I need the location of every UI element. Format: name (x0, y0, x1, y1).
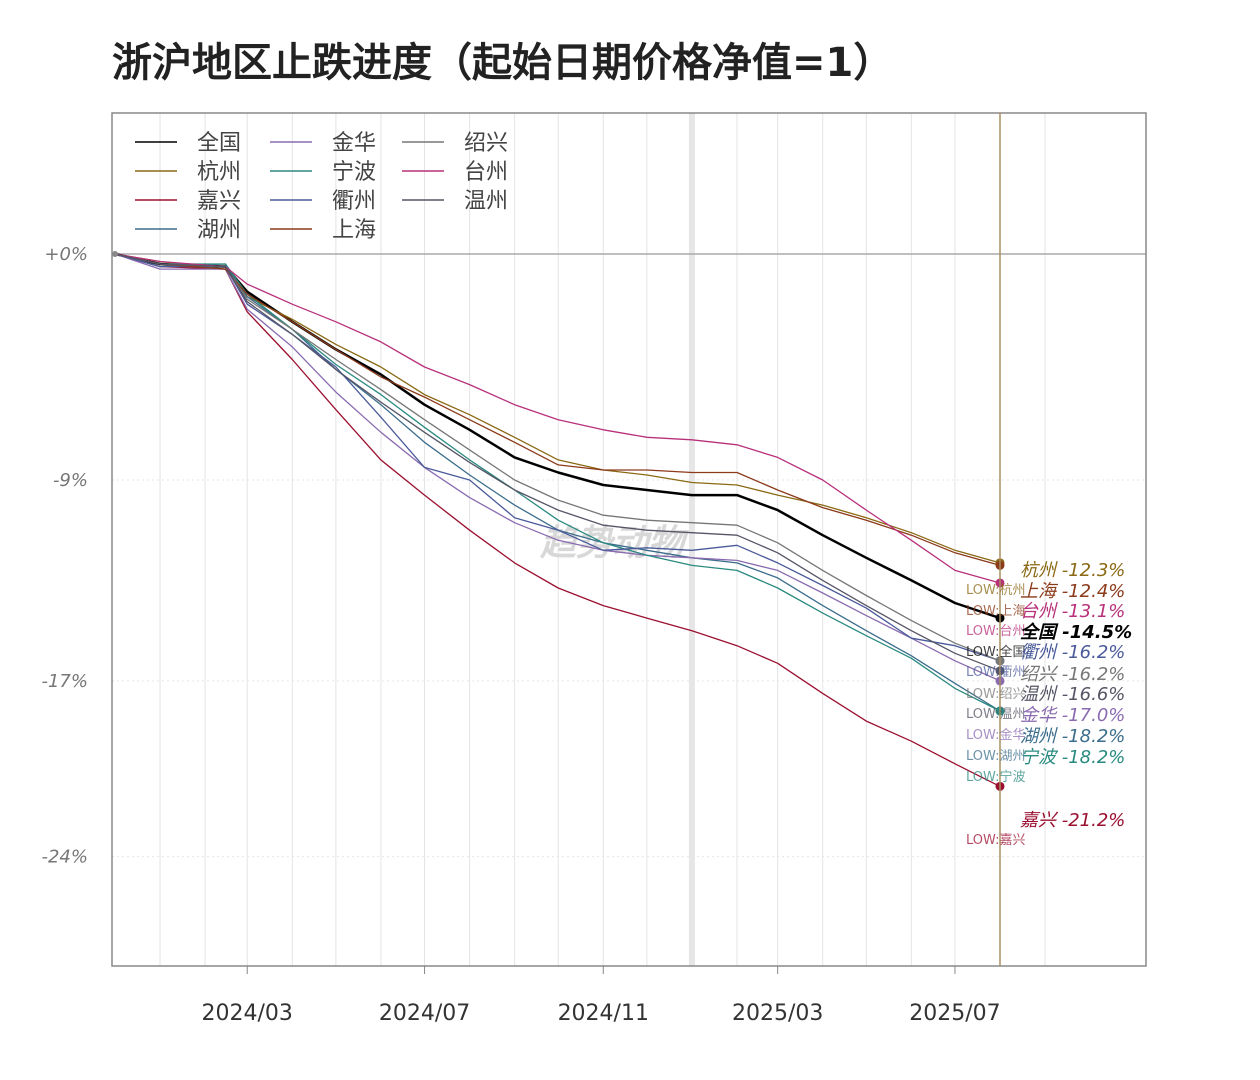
legend-label-台州: 台州 (464, 160, 508, 185)
frame-layer (111, 112, 1147, 967)
legend-label-绍兴: 绍兴 (464, 131, 508, 156)
low-label-上海: LOW:上海 (966, 604, 1025, 619)
end-label-杭州: 杭州 -12.3% (1020, 560, 1125, 581)
low-label-台州: LOW:台州 (966, 624, 1025, 639)
series-line-温州 (114, 253, 1001, 672)
y-tick-label: +0% (44, 244, 88, 265)
end-label-衢州: 衢州 -16.2% (1020, 642, 1125, 663)
series-layer (112, 251, 1005, 791)
low-label-衢州: LOW:衢州 (966, 665, 1025, 680)
legend-label-湖州: 湖州 (197, 218, 241, 243)
end-label-全国: 全国 -14.5% (1020, 622, 1132, 643)
low-label-嘉兴: LOW:嘉兴 (966, 833, 1025, 848)
y-tick-label: -24% (41, 847, 88, 868)
axis-layer: +0% -9% -17% -24% 2024/03 2024/07 2024/11 2025/… (41, 244, 1000, 1026)
end-label-台州: 台州 -13.1% (1020, 601, 1125, 622)
low-label-全国: LOW:全国 (966, 644, 1025, 660)
series-line-杭州 (114, 253, 1001, 564)
origin-point (112, 251, 118, 257)
low-label-温州: LOW:温州 (966, 707, 1025, 722)
low-label-宁波: LOW:宁波 (966, 769, 1025, 785)
end-label-宁波: 宁波 -18.2% (1020, 747, 1125, 768)
plot-frame (111, 112, 1147, 967)
legend-label-杭州: 杭州 (197, 160, 241, 185)
series-line-绍兴 (114, 253, 1001, 662)
x-tick-label: 2025/03 (732, 1001, 823, 1026)
end-label-嘉兴: 嘉兴 -21.2% (1020, 810, 1125, 831)
low-label-杭州: LOW:杭州 (966, 583, 1025, 598)
series-line-台州 (114, 253, 1001, 584)
legend-label-上海: 上海 (332, 218, 376, 243)
series-line-上海 (114, 253, 1001, 567)
series-line-湖州 (114, 253, 1001, 712)
legend-label-嘉兴: 嘉兴 (197, 189, 241, 214)
end-label-金华: 金华 -17.0% (1020, 705, 1125, 726)
y-tick-label: -9% (53, 470, 88, 491)
low-label-绍兴: LOW:绍兴 (966, 687, 1025, 702)
series-line-全国 (114, 252, 1001, 620)
x-tick-label: 2024/07 (379, 1001, 470, 1026)
legend-label-衢州: 衢州 (332, 189, 376, 214)
y-tick-label: -17% (41, 671, 88, 692)
low-label-湖州: LOW:湖州 (966, 749, 1025, 764)
legend-label-全国: 全国 (197, 131, 241, 156)
end-label-上海: 上海 -12.4% (1020, 581, 1125, 602)
low-label-金华: LOW:金华 (966, 727, 1025, 743)
x-tick-label: 2024/03 (202, 1001, 293, 1026)
highlight-band (688, 113, 695, 966)
watermark-text: 趋势动物 (539, 523, 690, 564)
x-tick-label: 2024/11 (558, 1001, 649, 1026)
series-line-宁波 (114, 253, 1001, 712)
legend-label-金华: 金华 (332, 131, 376, 156)
series-line-衢州 (114, 253, 1001, 662)
end-label-湖州: 湖州 -18.2% (1020, 726, 1125, 747)
legend-label-宁波: 宁波 (332, 160, 376, 185)
end-label-绍兴: 绍兴 -16.2% (1020, 664, 1125, 685)
legend-label-温州: 温州 (464, 189, 508, 214)
x-tick-label: 2025/07 (909, 1001, 1000, 1026)
series-line-金华 (114, 253, 1001, 682)
watermark-layer: 趋势动物 (539, 523, 690, 564)
end-label-温州: 温州 -16.6% (1020, 684, 1125, 705)
series-line-嘉兴 (114, 253, 1001, 787)
chart-title: 浙沪地区止跌进度（起始日期价格净值=1） (112, 40, 894, 86)
